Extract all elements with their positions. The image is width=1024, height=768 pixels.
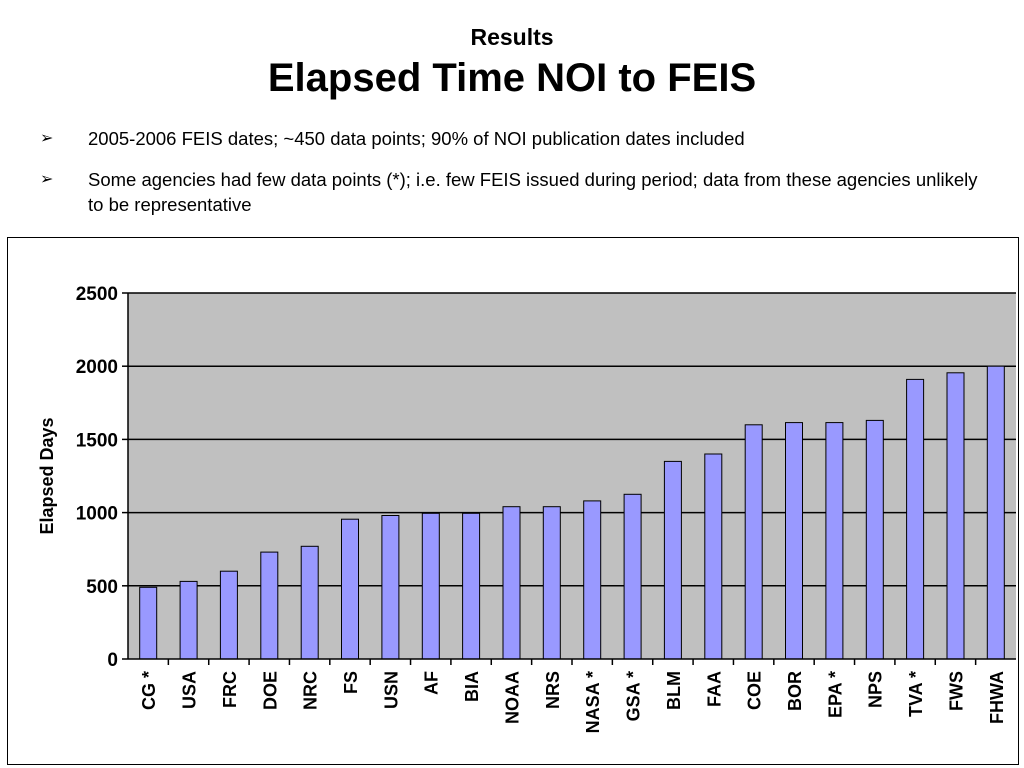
x-tick-label: DOE [260,671,280,710]
bullet-list: ➢ 2005-2006 FEIS dates; ~450 data points… [40,126,980,233]
bar-doe [260,551,279,660]
bar-bor [785,422,803,660]
bar-epa [825,422,844,660]
bullet-item: ➢ Some agencies had few data points (*);… [40,167,980,217]
x-tick-label: TVA * [906,671,926,717]
bar-chart: 0 500 1000 1500 2000 2500 CG * USA FRC DOE NRC FS U… [37,284,1016,733]
y-tick-label: 2000 [76,357,118,378]
x-tick-label: FWS [947,671,967,711]
bar-nps [865,419,884,660]
x-tick-label: EPA * [825,671,845,718]
bar-usa [179,580,198,660]
bar-usn [381,515,400,660]
x-tick-label: FS [341,671,361,694]
bar-gsa [623,493,642,660]
bar-fhwa [986,365,1005,660]
slide-subtitle: Results [470,24,554,50]
x-tick-label: GSA * [624,671,644,721]
y-tick-labels: 0 500 1000 1500 2000 2500 [76,284,118,671]
y-tick-label: 0 [107,650,118,671]
x-tick-label: FRC [220,671,240,708]
x-tick-label: NASA * [583,671,603,733]
bar-fws [946,372,965,660]
x-tick-label: NPS [866,671,886,708]
x-tick-label: COE [745,671,765,710]
x-tick-label: USN [381,671,401,709]
x-tick-label: NRS [543,671,563,709]
bar-coe [744,424,763,660]
x-tick-label: CG * [139,671,159,710]
x-tick-label: NRC [301,671,321,710]
bar-nrs [542,506,561,660]
x-tick-label: BLM [664,671,684,710]
arrow-bullet-icon: ➢ [40,130,54,147]
x-tick-label: BOR [785,671,805,711]
bullet-text: Some agencies had few data points (*); i… [88,169,978,215]
slide-title: Elapsed Time NOI to FEIS [267,56,757,100]
x-tick-label: BIA [462,671,482,702]
bar-nasa [583,500,602,660]
x-tick-label: AF [422,671,442,695]
bar-nrc [300,545,319,660]
bar-frc [219,570,238,660]
bar-af [421,512,440,660]
axes [122,292,1016,665]
bar-noaa [502,506,521,660]
arrow-bullet-icon: ➢ [40,171,54,188]
x-tick-label: NOAA [503,671,523,724]
chart-frame: 0 500 1000 1500 2000 2500 CG * USA FRC DOE NRC FS U… [7,237,1019,765]
x-tick-labels: CG * USA FRC DOE NRC FS USN AF BIA NOAA NRS NASA * G… [139,671,1007,733]
bar-cg [139,586,158,660]
y-axis-label: Elapsed Days [37,417,57,534]
bar-bia [462,512,481,660]
x-tick-label: FAA [704,671,724,707]
bullet-item: ➢ 2005-2006 FEIS dates; ~450 data points… [40,126,980,151]
bullet-text: 2005-2006 FEIS dates; ~450 data points; … [88,128,745,149]
bar-tva [906,378,925,660]
bar-faa [704,453,723,660]
bar-fs [341,518,359,660]
y-tick-label: 2500 [76,284,118,305]
x-tick-label: USA [180,671,200,709]
y-tick-label: 1000 [76,504,118,525]
bar-blm [663,460,682,660]
y-tick-label: 1500 [76,430,118,451]
y-tick-label: 500 [86,577,118,598]
x-tick-label: FHWA [987,671,1007,724]
